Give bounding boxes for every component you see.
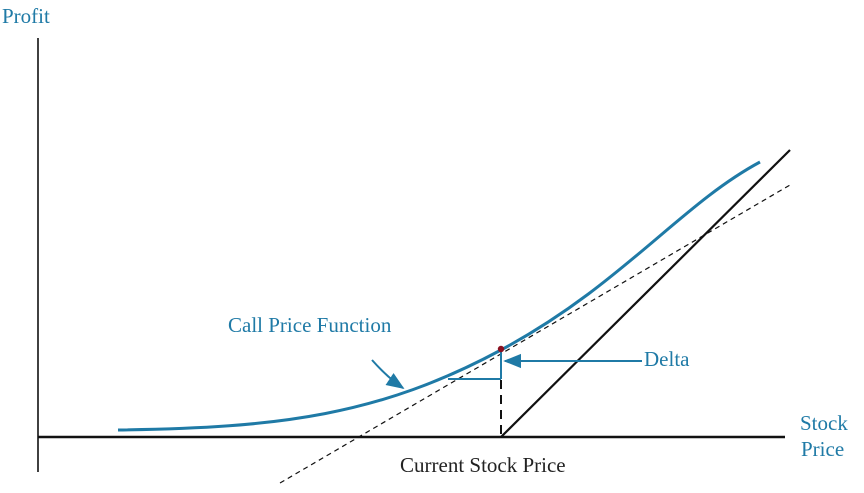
current-price-label: Current Stock Price [400,453,566,478]
delta-label: Delta [644,347,689,372]
call-function-arrow [372,360,403,388]
y-axis-label: Profit [2,4,50,29]
x-axis-label-line2: Price [801,437,844,462]
call-function-label: Call Price Function [228,313,391,338]
intrinsic-value-line [501,150,790,437]
tangency-point [498,346,504,352]
x-axis-label-line1: Stock [800,411,848,436]
